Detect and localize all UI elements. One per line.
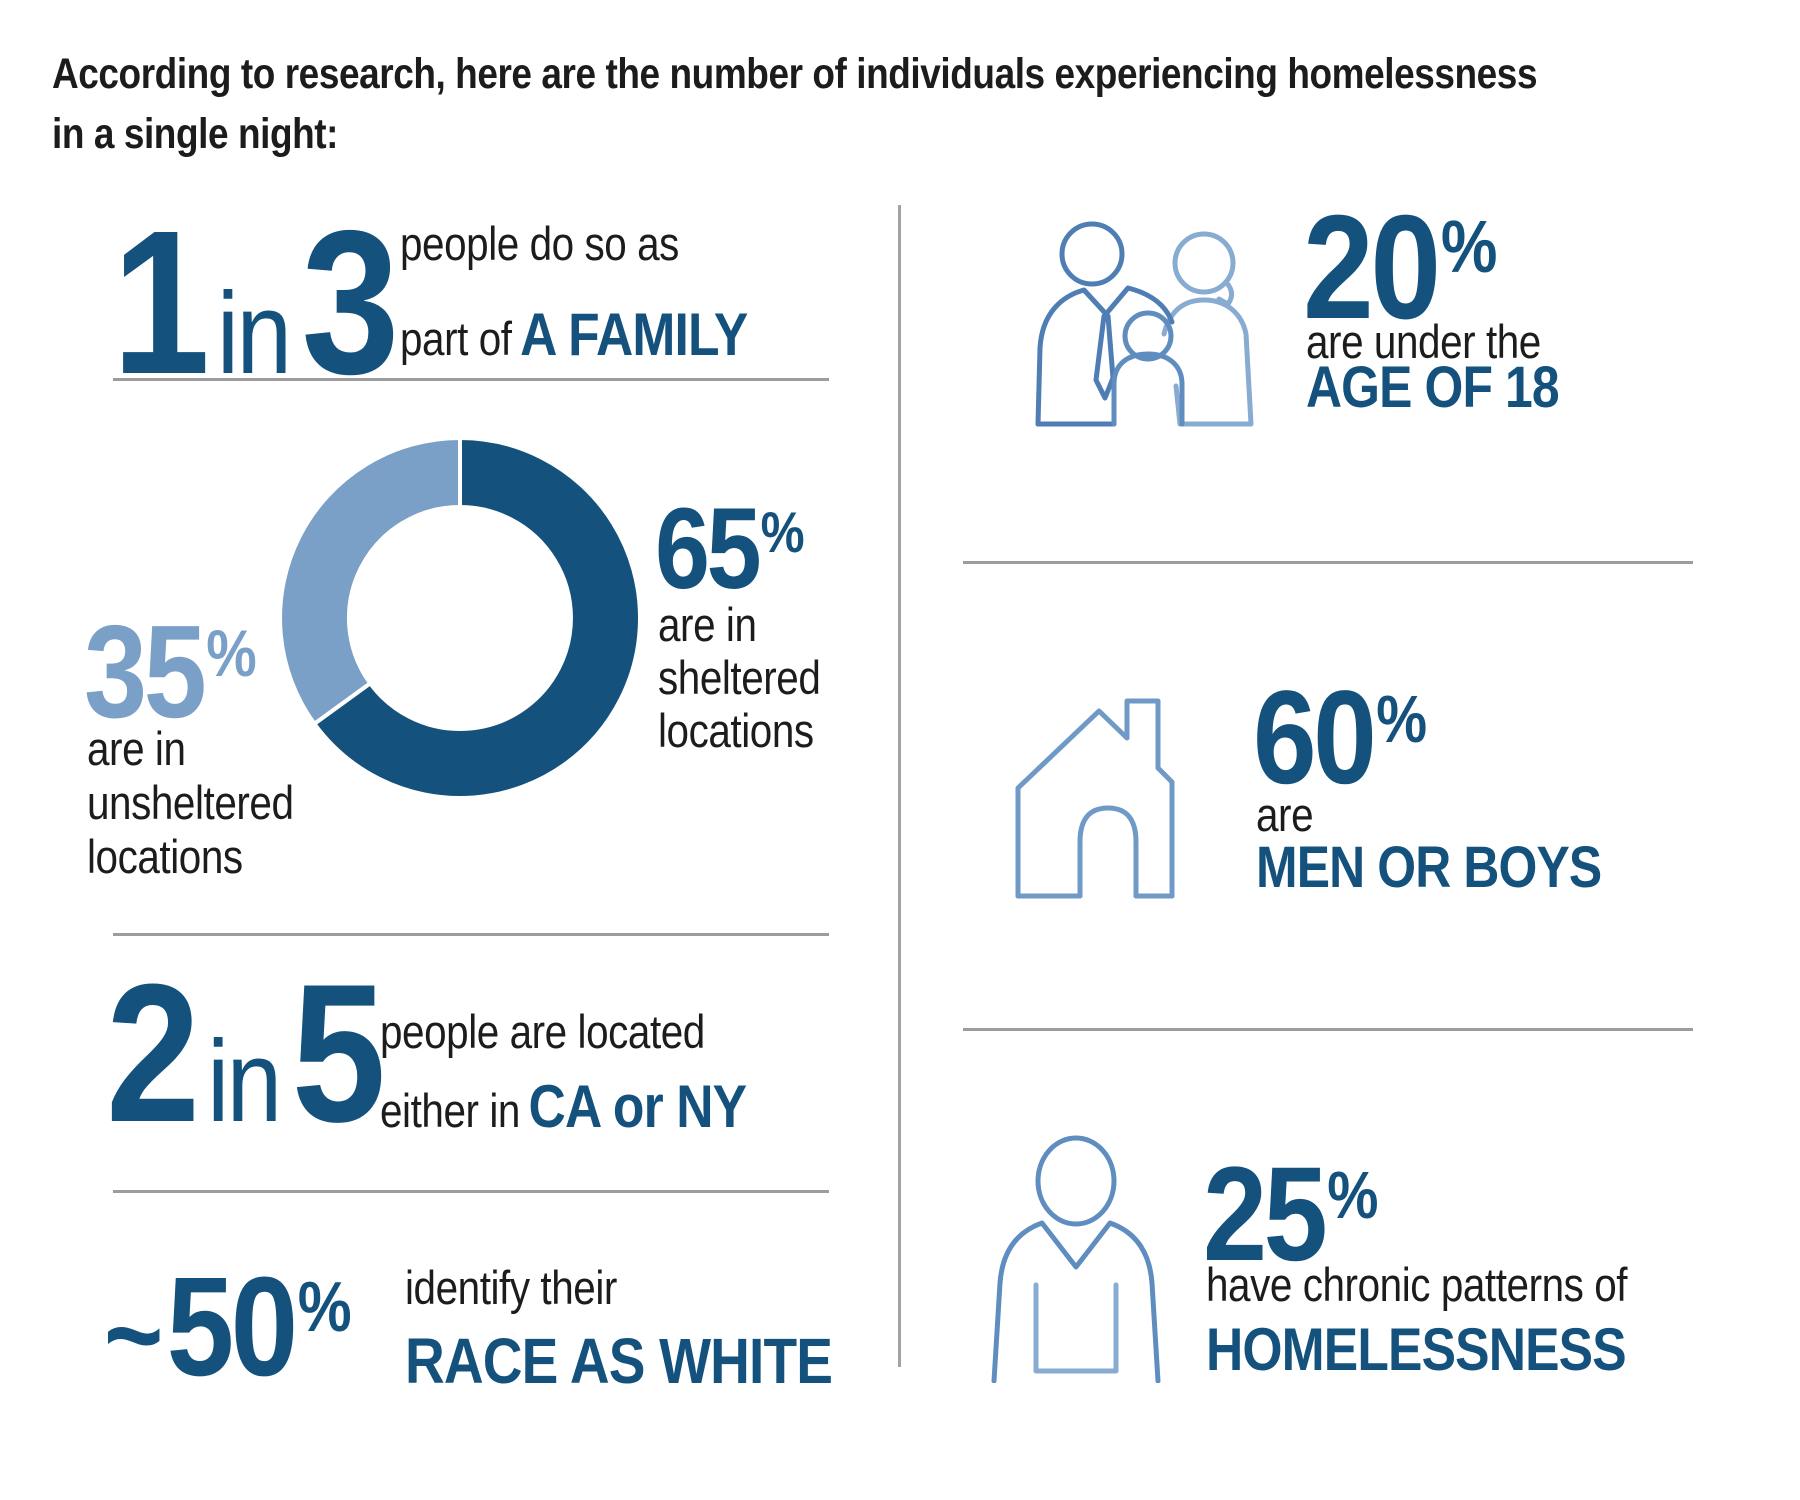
sheltered-donut-chart — [278, 435, 642, 800]
stat-men-line2: MEN OR BOYS — [1256, 835, 1602, 900]
family-icon-child — [1111, 310, 1185, 427]
ratio2-numerator: 2 — [106, 943, 200, 1163]
page-title-line2: in a single night: — [52, 110, 339, 158]
unsheltered-percent-sign: % — [206, 616, 257, 691]
donut-slice-sheltered — [311, 435, 642, 800]
page-title: According to research, here are the numb… — [52, 44, 1538, 164]
stat-ca-ny-ratio: 2 in 5 — [106, 943, 386, 1163]
stat-race-percent: ~ 50 % — [104, 1256, 352, 1397]
stat-sheltered-percent: 65 % — [655, 492, 805, 607]
stat-age-line2: AGE OF 18 — [1306, 355, 1560, 420]
ratio1-denominator: 3 — [301, 188, 399, 417]
stat-family-line2-bold: A FAMILY — [520, 300, 748, 368]
page-title-line1: According to research, here are the numb… — [52, 50, 1538, 98]
men-percent-sign: % — [1376, 682, 1428, 757]
ratio1-word: in — [216, 268, 292, 398]
stat-family-line1: people do so as — [400, 217, 679, 270]
stat-ca-ny-text: people are located either in CA or NY — [380, 1005, 748, 1141]
ratio2-word: in — [207, 1016, 282, 1146]
donut-slice-unsheltered — [278, 435, 462, 727]
divider-vertical — [898, 205, 901, 1367]
stat-race-text: identify their RACE AS WHITE — [405, 1261, 833, 1397]
family-icon — [1035, 221, 1254, 427]
sheltered-label-line1: are in — [658, 598, 757, 651]
stat-men-line1: are — [1256, 788, 1314, 841]
men-percent-value: 60 — [1253, 664, 1377, 812]
stat-family-line2-prefix: part of — [400, 311, 512, 365]
chronic-percent-value: 25 — [1203, 1140, 1328, 1289]
ratio2-denominator: 5 — [291, 943, 386, 1163]
race-percent-sign: % — [297, 1267, 352, 1347]
house-icon — [1015, 698, 1175, 899]
stat-family-text: people do so as part of A FAMILY — [400, 217, 748, 369]
sheltered-percent-sign: % — [760, 501, 805, 566]
chronic-percent-sign: % — [1327, 1158, 1379, 1234]
divider-right-1 — [963, 561, 1693, 564]
stat-age-line1: are under the — [1306, 315, 1541, 368]
family-icon-woman — [1161, 231, 1254, 427]
unsheltered-percent-value: 35 — [84, 598, 207, 745]
stat-chronic-percent: 25 % — [1203, 1148, 1378, 1282]
stat-unsheltered-label: are in unsheltered locations — [87, 722, 294, 884]
stat-sheltered-label: are in sheltered locations — [658, 598, 821, 757]
family-icon-man — [1035, 221, 1175, 427]
unsheltered-label-line3: locations — [87, 830, 243, 883]
person-icon-outline — [991, 1135, 1161, 1383]
age-percent-value: 20 — [1303, 185, 1441, 350]
unsheltered-label-line1: are in — [87, 722, 186, 775]
sheltered-label-line3: locations — [658, 704, 814, 757]
sheltered-percent-value: 65 — [655, 485, 762, 613]
divider-left-3 — [113, 1190, 829, 1193]
divider-right-2 — [963, 1028, 1693, 1031]
race-percent-value: 50 — [166, 1247, 298, 1405]
stat-unsheltered-percent: 35 % — [84, 606, 257, 738]
stat-men-percent: 60 % — [1253, 672, 1427, 805]
stat-age-percent: 20 % — [1303, 194, 1497, 342]
stat-race-line1: identify their — [405, 1261, 617, 1314]
stat-race-line2: RACE AS WHITE — [405, 1324, 833, 1397]
divider-left-1 — [113, 378, 829, 381]
stat-chronic-line1: have chronic patterns of — [1206, 1258, 1628, 1311]
house-icon-outline — [1015, 698, 1175, 899]
stat-ca-ny-line1: people are located — [380, 1005, 705, 1058]
ratio1-numerator: 1 — [112, 188, 210, 417]
sheltered-label-line2: sheltered — [658, 651, 821, 704]
divider-left-2 — [113, 933, 829, 936]
race-percent-tilde: ~ — [104, 1269, 164, 1401]
person-icon-sleeves — [1033, 1282, 1119, 1374]
stat-chronic-line2: HOMELESSNESS — [1206, 1316, 1627, 1383]
person-icon — [991, 1135, 1161, 1383]
stat-ca-ny-line2-prefix: either in — [380, 1083, 520, 1137]
stat-family-ratio: 1 in 3 — [112, 188, 400, 417]
age-percent-sign: % — [1440, 205, 1498, 289]
stat-ca-ny-line2-bold: CA or NY — [528, 1072, 748, 1140]
unsheltered-label-line2: unsheltered — [87, 776, 294, 829]
